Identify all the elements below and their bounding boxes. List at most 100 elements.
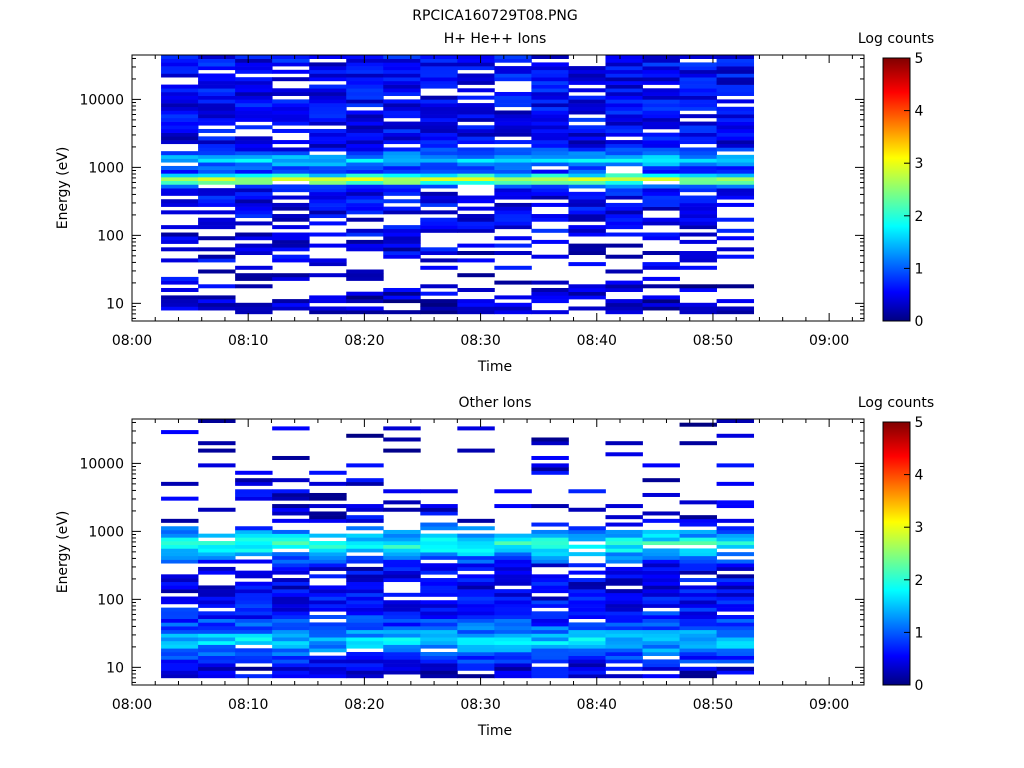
heatmap-cell: [531, 626, 569, 631]
heatmap-cell: [679, 84, 717, 89]
heatmap-cell: [309, 559, 347, 564]
heatmap-cell: [457, 615, 495, 620]
heatmap-cell: [605, 633, 643, 638]
heatmap-cell: [420, 592, 458, 597]
heatmap-cells: [161, 55, 755, 315]
heatmap-cell: [679, 592, 717, 597]
heatmap-cell: [309, 158, 347, 163]
heatmap-cell: [494, 578, 532, 583]
heatmap-cell: [531, 585, 569, 590]
heatmap-cell: [161, 202, 199, 207]
heatmap-cell: [420, 291, 458, 296]
heatmap-cell: [494, 618, 532, 623]
heatmap-cell: [531, 659, 569, 664]
heatmap-cell: [494, 154, 532, 159]
heatmap-cell: [235, 243, 273, 248]
heatmap-cell: [494, 66, 532, 71]
heatmap-cell: [346, 91, 384, 96]
heatmap-cell: [383, 644, 421, 649]
heatmap-cell: [383, 128, 421, 133]
heatmap-cell: [235, 136, 273, 141]
heatmap-cell: [531, 254, 569, 259]
heatmap-cell: [457, 663, 495, 668]
heatmap-cell: [346, 77, 384, 82]
heatmap-cell: [161, 611, 199, 616]
heatmap-cell: [457, 648, 495, 653]
y-tick-label: 10000: [79, 456, 124, 472]
heatmap-cell: [457, 310, 495, 315]
heatmap-cell: [531, 80, 569, 85]
heatmap-cell: [568, 544, 606, 549]
heatmap-cell: [235, 529, 273, 534]
heatmap-cell: [568, 191, 606, 196]
heatmap-cell: [161, 69, 199, 74]
heatmap-cell: [605, 310, 643, 315]
heatmap-cell: [346, 206, 384, 211]
heatmap-cell: [679, 607, 717, 612]
heatmap-cells: [161, 419, 755, 679]
heatmap-cell: [420, 117, 458, 122]
heatmap-cell: [235, 169, 273, 174]
colorbar-tick-label: 5: [915, 415, 924, 431]
heatmap-cell: [383, 437, 421, 442]
heatmap-cell: [420, 306, 458, 311]
heatmap-cell: [716, 581, 755, 586]
heatmap-cell: [161, 136, 199, 141]
heatmap-cell: [346, 180, 384, 185]
heatmap-cell: [716, 180, 755, 185]
heatmap-cell: [346, 574, 384, 579]
heatmap-cell: [272, 589, 310, 594]
heatmap-cell: [494, 592, 532, 597]
heatmap-cell: [531, 110, 569, 115]
heatmap-cell: [605, 225, 643, 230]
heatmap-cell: [272, 217, 310, 222]
heatmap-cell: [568, 659, 606, 664]
heatmap-cell: [272, 529, 310, 534]
heatmap-cell: [346, 600, 384, 605]
heatmap-cell: [531, 158, 569, 163]
heatmap-cell: [235, 173, 273, 178]
heatmap-cell: [346, 80, 384, 85]
heatmap-cell: [235, 140, 273, 145]
heatmap-cell: [494, 644, 532, 649]
heatmap-cell: [383, 640, 421, 645]
heatmap-cell: [457, 299, 495, 304]
y-tick-label: 10: [106, 296, 124, 312]
heatmap-cell: [272, 140, 310, 145]
heatmap-cell: [198, 659, 236, 664]
heatmap-cell: [531, 655, 569, 660]
heatmap-cell: [272, 651, 310, 656]
heatmap-cell: [383, 622, 421, 627]
heatmap-cell: [235, 674, 273, 679]
heatmap-cell: [716, 62, 755, 67]
heatmap-cell: [383, 507, 421, 512]
heatmap-cell: [642, 615, 680, 620]
heatmap-cell: [605, 210, 643, 215]
heatmap-cell: [309, 622, 347, 627]
heatmap-cell: [383, 611, 421, 616]
heatmap-cell: [457, 574, 495, 579]
heatmap-cell: [605, 269, 643, 274]
x-tick-label: 08:50: [693, 697, 733, 713]
heatmap-cell: [161, 670, 199, 675]
heatmap-cell: [420, 169, 458, 174]
x-axis-label: Time: [477, 723, 512, 739]
heatmap-cell: [198, 629, 236, 634]
heatmap-cell: [235, 618, 273, 623]
heatmap-cell: [346, 306, 384, 311]
heatmap-cell: [642, 578, 680, 583]
heatmap-cell: [716, 306, 755, 311]
heatmap-cell: [272, 117, 310, 122]
heatmap-cell: [531, 552, 569, 557]
heatmap-cell: [235, 541, 273, 546]
heatmap-cell: [457, 151, 495, 156]
heatmap-cell: [161, 140, 199, 145]
heatmap-cell: [346, 128, 384, 133]
heatmap-cell: [346, 611, 384, 616]
heatmap-cell: [531, 640, 569, 645]
heatmap-cell: [346, 640, 384, 645]
heatmap-cell: [457, 117, 495, 122]
heatmap-cell: [420, 228, 458, 233]
heatmap-cell: [568, 570, 606, 575]
